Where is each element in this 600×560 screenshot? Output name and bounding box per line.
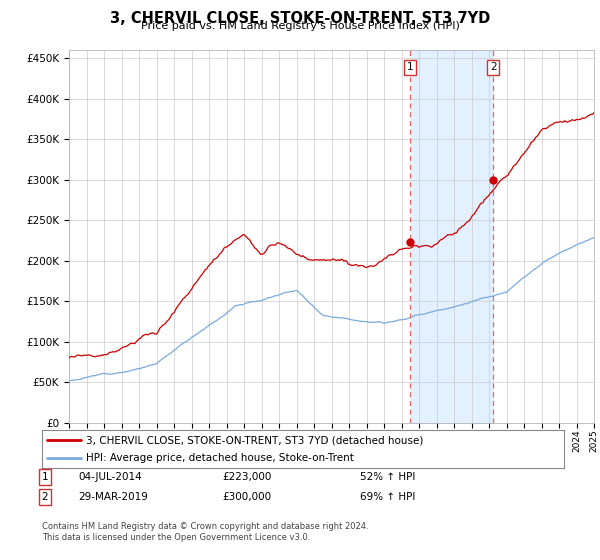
Text: This data is licensed under the Open Government Licence v3.0.: This data is licensed under the Open Gov… xyxy=(42,533,310,542)
Text: 2: 2 xyxy=(490,62,497,72)
Text: 04-JUL-2014: 04-JUL-2014 xyxy=(78,472,142,482)
Text: Contains HM Land Registry data © Crown copyright and database right 2024.: Contains HM Land Registry data © Crown c… xyxy=(42,522,368,531)
Text: 29-MAR-2019: 29-MAR-2019 xyxy=(78,492,148,502)
Text: 52% ↑ HPI: 52% ↑ HPI xyxy=(360,472,415,482)
Text: £223,000: £223,000 xyxy=(222,472,271,482)
Text: 2: 2 xyxy=(41,492,49,502)
Text: 3, CHERVIL CLOSE, STOKE-ON-TRENT, ST3 7YD (detached house): 3, CHERVIL CLOSE, STOKE-ON-TRENT, ST3 7Y… xyxy=(86,435,424,445)
Text: £300,000: £300,000 xyxy=(222,492,271,502)
Text: 1: 1 xyxy=(407,62,413,72)
Text: 1: 1 xyxy=(41,472,49,482)
Text: Price paid vs. HM Land Registry's House Price Index (HPI): Price paid vs. HM Land Registry's House … xyxy=(140,21,460,31)
Text: 3, CHERVIL CLOSE, STOKE-ON-TRENT, ST3 7YD: 3, CHERVIL CLOSE, STOKE-ON-TRENT, ST3 7Y… xyxy=(110,11,490,26)
Text: HPI: Average price, detached house, Stoke-on-Trent: HPI: Average price, detached house, Stok… xyxy=(86,453,354,463)
Text: 69% ↑ HPI: 69% ↑ HPI xyxy=(360,492,415,502)
